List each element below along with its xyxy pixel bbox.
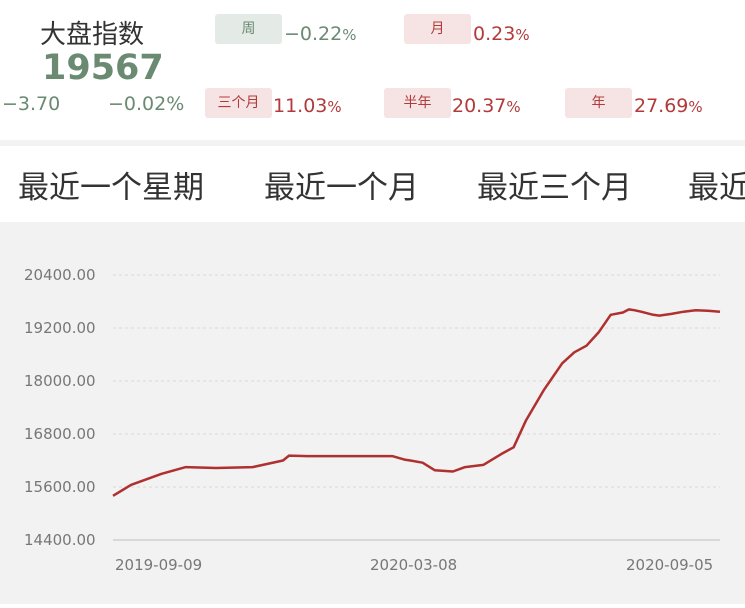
index-chart: 20400.00 19200.00 18000.00 16800.00 15600.00… (0, 222, 745, 604)
period-tag-week[interactable]: 周 (215, 14, 282, 44)
period-tag-quarter[interactable]: 三个月 (205, 88, 272, 118)
period-value-quarter: 11.03% (273, 95, 342, 117)
period-value-week: −0.22% (284, 23, 357, 45)
period-tag-month[interactable]: 月 (404, 14, 471, 44)
tab-one-month[interactable]: 最近一个月 (264, 170, 419, 206)
tab-three-months[interactable]: 最近三个月 (477, 170, 632, 206)
y-tick-label: 15600.00 (24, 478, 96, 496)
index-title: 大盘指数 (40, 20, 145, 50)
range-tabs: 最近一个星期 最近一个月 最近三个月 最近 (0, 146, 745, 222)
x-tick-label: 2020-03-08 (370, 556, 457, 574)
x-tick-label: 2019-09-09 (115, 556, 202, 574)
period-value-year: 27.69% (634, 95, 703, 117)
change-absolute: −3.70 (2, 93, 61, 115)
y-tick-label: 20400.00 (24, 266, 96, 284)
period-value-half-year: 20.37% (452, 95, 521, 117)
x-tick-label: 2020-09-05 (626, 556, 713, 574)
section-divider (0, 140, 745, 146)
index-value: 19567 (42, 48, 164, 88)
tab-recent-more[interactable]: 最近 (688, 170, 745, 206)
period-tag-year[interactable]: 年 (565, 88, 632, 118)
change-percent: −0.02% (108, 93, 185, 115)
period-tag-half-year[interactable]: 半年 (384, 88, 451, 118)
y-tick-label: 19200.00 (24, 319, 96, 337)
index-series-line (112, 308, 721, 497)
period-value-month: 0.23% (473, 23, 530, 45)
y-tick-label: 18000.00 (24, 372, 96, 390)
tab-one-week[interactable]: 最近一个星期 (18, 170, 204, 206)
line-chart-svg: 20400.00 19200.00 18000.00 16800.00 15600.00… (24, 266, 721, 574)
y-tick-label: 14400.00 (24, 531, 96, 549)
y-tick-label: 16800.00 (24, 425, 96, 443)
